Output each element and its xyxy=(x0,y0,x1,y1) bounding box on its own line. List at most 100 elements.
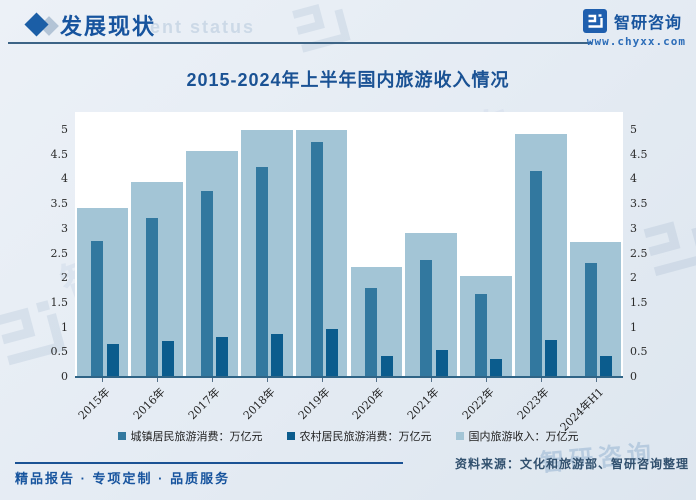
x-tick-mark xyxy=(157,378,159,382)
x-slot: 2023年 xyxy=(513,378,568,427)
y-tick-right-3.5: 3.5 xyxy=(630,197,648,211)
x-tick-label: 2018年 xyxy=(240,385,278,423)
section-title-ghost: ent status xyxy=(150,17,256,37)
y-tick-left-4: 4 xyxy=(61,172,68,186)
y-tick-left-2.5: 2.5 xyxy=(50,246,69,260)
x-tick-mark xyxy=(321,378,323,382)
legend-item: 农村居民旅游消费：万亿元 xyxy=(286,428,432,444)
diamond-icon xyxy=(24,12,49,37)
footer-divider xyxy=(15,462,403,464)
y-tick-left-0: 0 xyxy=(61,370,68,383)
bar-rural-consumption xyxy=(435,349,448,377)
y-tick-left-1: 1 xyxy=(61,320,68,334)
legend-swatch-icon xyxy=(117,432,126,440)
x-tick-mark xyxy=(102,378,104,382)
y-tick-right-4: 4 xyxy=(630,172,637,186)
x-axis-line xyxy=(75,376,623,378)
x-tick-label: 2021年 xyxy=(405,385,442,423)
y-tick-left-0.5: 0.5 xyxy=(50,345,69,359)
bar-group-2018年 xyxy=(239,130,294,377)
bar-group-2020年 xyxy=(349,130,404,377)
x-slot: 2015年 xyxy=(75,378,130,427)
x-tick-mark xyxy=(211,378,213,382)
bar-group-2017年 xyxy=(185,130,240,377)
brand-logo[interactable]: 智研咨询 xyxy=(582,9,682,33)
y-tick-left-3.5: 3.5 xyxy=(50,197,69,211)
bar-urban-consumption xyxy=(475,293,488,377)
y-tick-left-4.5: 4.5 xyxy=(50,147,69,161)
bar-urban-consumption xyxy=(310,142,323,377)
y-tick-right-2.5: 2.5 xyxy=(630,246,648,260)
bar-rural-consumption xyxy=(545,340,558,377)
x-slot: 2020年 xyxy=(349,378,404,427)
x-slot: 2016年 xyxy=(130,378,185,427)
bar-rural-consumption xyxy=(599,356,612,377)
y-tick-left-1.5: 1.5 xyxy=(50,295,69,309)
x-tick-mark xyxy=(540,378,542,382)
y-tick-left-3: 3 xyxy=(61,221,68,235)
bar-group-2021年 xyxy=(404,130,459,377)
bar-urban-consumption xyxy=(529,170,542,377)
legend-swatch-icon xyxy=(286,432,295,440)
x-tick-label: 2017年 xyxy=(185,385,223,423)
bar-urban-consumption xyxy=(146,217,159,377)
y-tick-right-0: 0 xyxy=(630,370,637,383)
legend-label: 国内旅游收入：万亿元 xyxy=(468,431,579,443)
x-slot: 2018年 xyxy=(239,378,294,427)
bar-rural-consumption xyxy=(271,334,284,377)
x-tick-label: 2020年 xyxy=(350,385,387,423)
y-tick-right-1.5: 1.5 xyxy=(630,295,648,309)
x-tick-mark xyxy=(595,378,597,382)
x-slot: 2022年 xyxy=(459,378,514,427)
brand-logo-icon xyxy=(582,9,607,33)
brand-name: 智研咨询 xyxy=(613,15,682,32)
bar-urban-consumption xyxy=(201,190,214,377)
x-tick-mark xyxy=(376,378,378,382)
y-tick-right-1: 1 xyxy=(630,320,637,334)
x-tick-mark xyxy=(266,378,268,382)
x-slot: 2017年 xyxy=(185,378,240,427)
y-tick-left-2: 2 xyxy=(61,271,68,285)
bar-rural-consumption xyxy=(490,359,503,377)
bar-group-2015年 xyxy=(75,130,130,377)
legend-swatch-icon xyxy=(455,432,464,440)
x-slot: 2021年 xyxy=(404,378,459,427)
legend-label: 城镇居民旅游消费：万亿元 xyxy=(130,431,263,443)
chart-legend: 城镇居民旅游消费：万亿元 农村居民旅游消费：万亿元 国内旅游收入：万亿元 xyxy=(0,428,696,444)
watermark-logo-icon xyxy=(292,4,351,53)
bar-rural-consumption xyxy=(380,355,393,377)
x-slot: 2019年 xyxy=(294,378,349,427)
x-tick-label: 2023年 xyxy=(514,385,552,423)
bar-rural-consumption xyxy=(325,329,339,377)
x-slot: 2024年H1 xyxy=(558,378,623,434)
watermark-logo-icon xyxy=(643,221,696,277)
y-tick-right-2: 2 xyxy=(630,271,637,285)
bar-group-2023年 xyxy=(513,130,568,377)
bar-rural-consumption xyxy=(161,341,174,377)
brand-url[interactable]: www.chyxx.com xyxy=(586,35,686,48)
bar-urban-consumption xyxy=(365,288,378,377)
bar-rural-consumption xyxy=(106,343,119,377)
section-title: 发展现状 xyxy=(60,14,157,39)
y-tick-right-4.5: 4.5 xyxy=(630,147,648,161)
header-divider xyxy=(8,42,592,44)
legend-label: 农村居民旅游消费：万亿元 xyxy=(299,431,432,443)
y-tick-right-5: 5 xyxy=(630,123,637,136)
x-tick-mark xyxy=(431,378,433,382)
legend-item: 国内旅游收入：万亿元 xyxy=(455,428,579,444)
x-axis-labels: 2015年 2016年 2017年 2018年 2019年 2020年 2021年 2022年… xyxy=(75,378,623,434)
bar-group-2022年 xyxy=(459,130,514,377)
chart-source: 资料来源：文化和旅游部、智研咨询整理 xyxy=(454,457,689,471)
bar-urban-consumption xyxy=(255,166,268,377)
x-tick-label: 2022年 xyxy=(459,385,497,423)
legend-item: 城镇居民旅游消费：万亿元 xyxy=(117,428,263,444)
x-tick-label: 2019年 xyxy=(295,385,333,423)
x-tick-mark xyxy=(485,378,487,382)
bar-urban-consumption xyxy=(584,262,597,377)
x-tick-label: 2016年 xyxy=(131,385,168,423)
bars-container xyxy=(75,130,623,377)
x-tick-label: 2015年 xyxy=(76,385,114,423)
bar-group-2019年 xyxy=(294,130,349,377)
plot-area xyxy=(75,112,623,378)
